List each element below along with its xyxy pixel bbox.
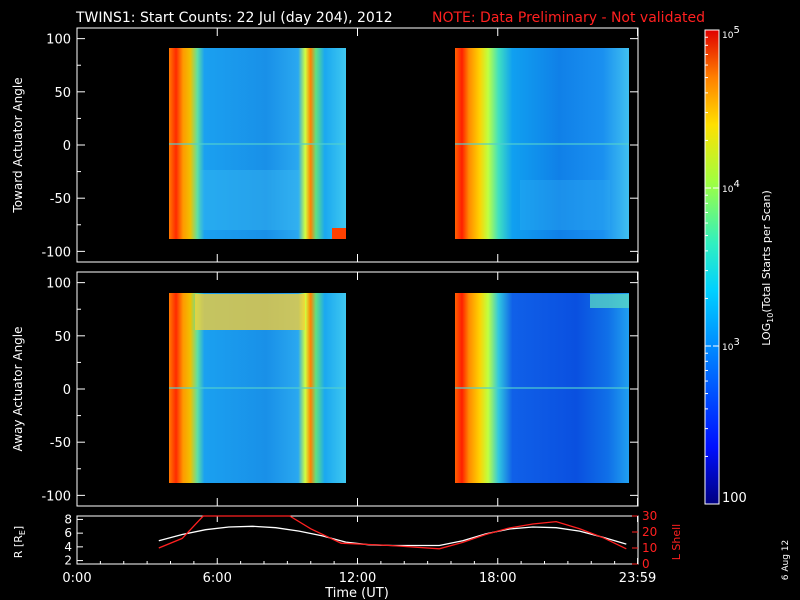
orbit-lines xyxy=(158,515,627,550)
orbit-left-ylabel-main: R [R xyxy=(12,535,25,558)
orbit-left-tick-label-2: 6 xyxy=(64,526,72,540)
toward-ytick-label-3: -50 xyxy=(50,192,71,207)
away-ytick-label-0: 100 xyxy=(46,277,71,292)
orbit-left-ylabel-end: ] xyxy=(12,526,25,530)
away-ytick-label-4: -100 xyxy=(41,489,71,504)
xtick-label-1: 6:00 xyxy=(203,571,232,586)
colorbar-label-suffix: (Total Starts per Scan) xyxy=(760,190,773,312)
side-date: 6 Aug 12 xyxy=(781,540,791,580)
away-heatmap xyxy=(169,293,629,483)
away-block-2-upper xyxy=(590,294,629,308)
colorbar-tick-label-3: 105 xyxy=(722,25,740,41)
toward-ytick-label-2: 0 xyxy=(63,139,71,154)
toward-yticks: 100 50 0 -50 -100 xyxy=(41,33,638,260)
colorbar-label: LOG10(Total Starts per Scan) xyxy=(760,190,775,346)
chart-title: TWINS1: Start Counts: 22 Jul (day 204), … xyxy=(75,10,393,26)
away-ytick-label-2: 0 xyxy=(63,383,71,398)
orbit-right-tick-label-0: 0 xyxy=(642,557,650,571)
xtick-label-4: 23:59 xyxy=(619,571,656,586)
orbit-right-tick-label-3: 30 xyxy=(642,509,657,523)
toward-block-1-corner xyxy=(332,228,346,239)
toward-ytick-label-4: -100 xyxy=(41,245,71,260)
orbit-left-tick-label-1: 4 xyxy=(64,540,72,554)
colorbar-tick-label-0: 100 xyxy=(722,491,747,506)
colorbar-label-prefix: LOG xyxy=(760,323,773,346)
away-ytick-label-3: -50 xyxy=(50,436,71,451)
toward-ytick-label-0: 100 xyxy=(46,33,71,48)
colorbar xyxy=(704,29,720,505)
orbit-right-tick-label-2: 20 xyxy=(642,525,657,539)
orbit-right-ylabel: L Shell xyxy=(670,524,683,560)
orbit-left-tick-label-3: 8 xyxy=(64,512,72,526)
toward-ylabel: Toward Actuator Angle xyxy=(11,77,25,213)
away-ylabel: Away Actuator Angle xyxy=(11,326,25,451)
orbit-series-radius xyxy=(158,525,627,547)
orbit-left-ylabel-sub: E xyxy=(18,530,27,535)
colorbar-label-sub: 10 xyxy=(766,313,775,323)
orbit-series-lshell xyxy=(158,515,627,550)
xtick-label-3: 18:00 xyxy=(479,571,516,586)
colorbar-tick-label-1: 103 xyxy=(722,337,740,353)
colorbar-tick-label-2: 104 xyxy=(722,179,740,195)
colorbar-ticks: 100 103 104 105 xyxy=(705,25,747,506)
x-axis-label: Time (UT) xyxy=(324,586,389,600)
orbit-right-tick-label-1: 10 xyxy=(642,541,657,555)
orbit-left-tick-label-0: 2 xyxy=(64,554,72,568)
orbit-left-ylabel: R [RE] xyxy=(12,526,27,558)
away-yticks: 100 50 0 -50 -100 xyxy=(41,277,638,504)
away-ytick-label-1: 50 xyxy=(54,330,71,345)
toward-ytick-label-1: 50 xyxy=(54,86,71,101)
xtick-label-2: 12:00 xyxy=(339,571,376,586)
preliminary-note: NOTE: Data Preliminary - Not validated xyxy=(432,10,705,26)
away-block-1-upper xyxy=(195,294,305,330)
toward-heatmap xyxy=(169,48,629,239)
toward-block-1-lower xyxy=(200,170,300,230)
toward-block-2-lower xyxy=(520,180,610,230)
xtick-label-0: 0:00 xyxy=(62,571,91,586)
